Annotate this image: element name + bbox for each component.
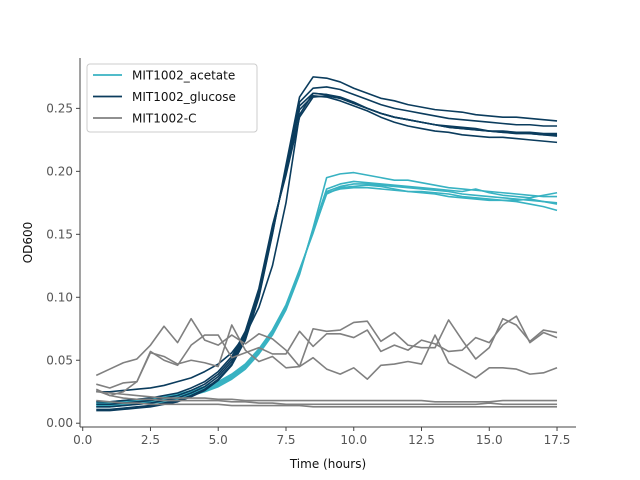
y-ticks: 0.00 0.05 0.10 0.15 0.20 0.25 <box>46 101 80 430</box>
series-line-mit1002-acetate <box>96 186 558 403</box>
series-line-mit1002-acetate <box>96 184 558 404</box>
series-line-mit1002-glucose <box>96 94 558 403</box>
series-line-mit1002-c <box>95 388 558 406</box>
series-line-mit1002-glucose <box>96 86 558 411</box>
legend-label-acetate: MIT1002_acetate <box>132 69 235 83</box>
y-tick-label: 0.15 <box>46 227 73 241</box>
x-tick-label: 0.0 <box>73 433 92 447</box>
series-line-mit1002-acetate <box>96 171 558 408</box>
series-line-mit1002-c <box>96 399 558 408</box>
y-axis-label: OD600 <box>21 222 35 264</box>
legend-label-glucose: MIT1002_glucose <box>132 90 236 104</box>
series-line-mit1002-acetate <box>96 183 558 406</box>
series-line-mit1002-c <box>95 317 558 377</box>
x-ticks: 0.0 2.5 5.0 7.5 10.0 12.5 15.0 17.5 <box>73 427 570 447</box>
series-line-mit1002-glucose <box>96 94 558 406</box>
x-tick-label: 5.0 <box>209 433 228 447</box>
legend-label-control: MIT1002-C <box>132 112 196 126</box>
x-tick-label: 7.5 <box>276 433 295 447</box>
x-tick-label: 12.5 <box>408 433 435 447</box>
y-tick-label: 0.25 <box>46 101 73 115</box>
x-tick-label: 2.5 <box>141 433 160 447</box>
series-line-mit1002-acetate <box>96 180 558 407</box>
x-tick-label: 17.5 <box>544 433 571 447</box>
x-axis-label: Time (hours) <box>289 457 366 471</box>
legend-box <box>86 63 258 133</box>
series-line-mit1002-glucose <box>96 76 558 412</box>
x-tick-label: 10.0 <box>340 433 367 447</box>
series-line-mit1002-c <box>95 324 558 397</box>
series-line-mit1002-glucose <box>96 92 558 393</box>
series-line-mit1002-c <box>96 390 558 403</box>
y-tick-label: 0.05 <box>46 353 73 367</box>
x-tick-label: 15.0 <box>476 433 503 447</box>
legend: MIT1002_acetate MIT1002_glucose MIT1002-… <box>86 63 258 133</box>
y-tick-label: 0.20 <box>46 164 73 178</box>
series-line-mit1002-c <box>96 315 558 389</box>
series-lines <box>95 76 558 412</box>
series-line-mit1002-glucose <box>96 92 558 408</box>
y-tick-label: 0.10 <box>46 290 73 304</box>
axes: 0.0 2.5 5.0 7.5 10.0 12.5 15.0 17.5 0.00 0.05 0.1… <box>46 58 576 447</box>
y-tick-label: 0.00 <box>46 416 73 430</box>
